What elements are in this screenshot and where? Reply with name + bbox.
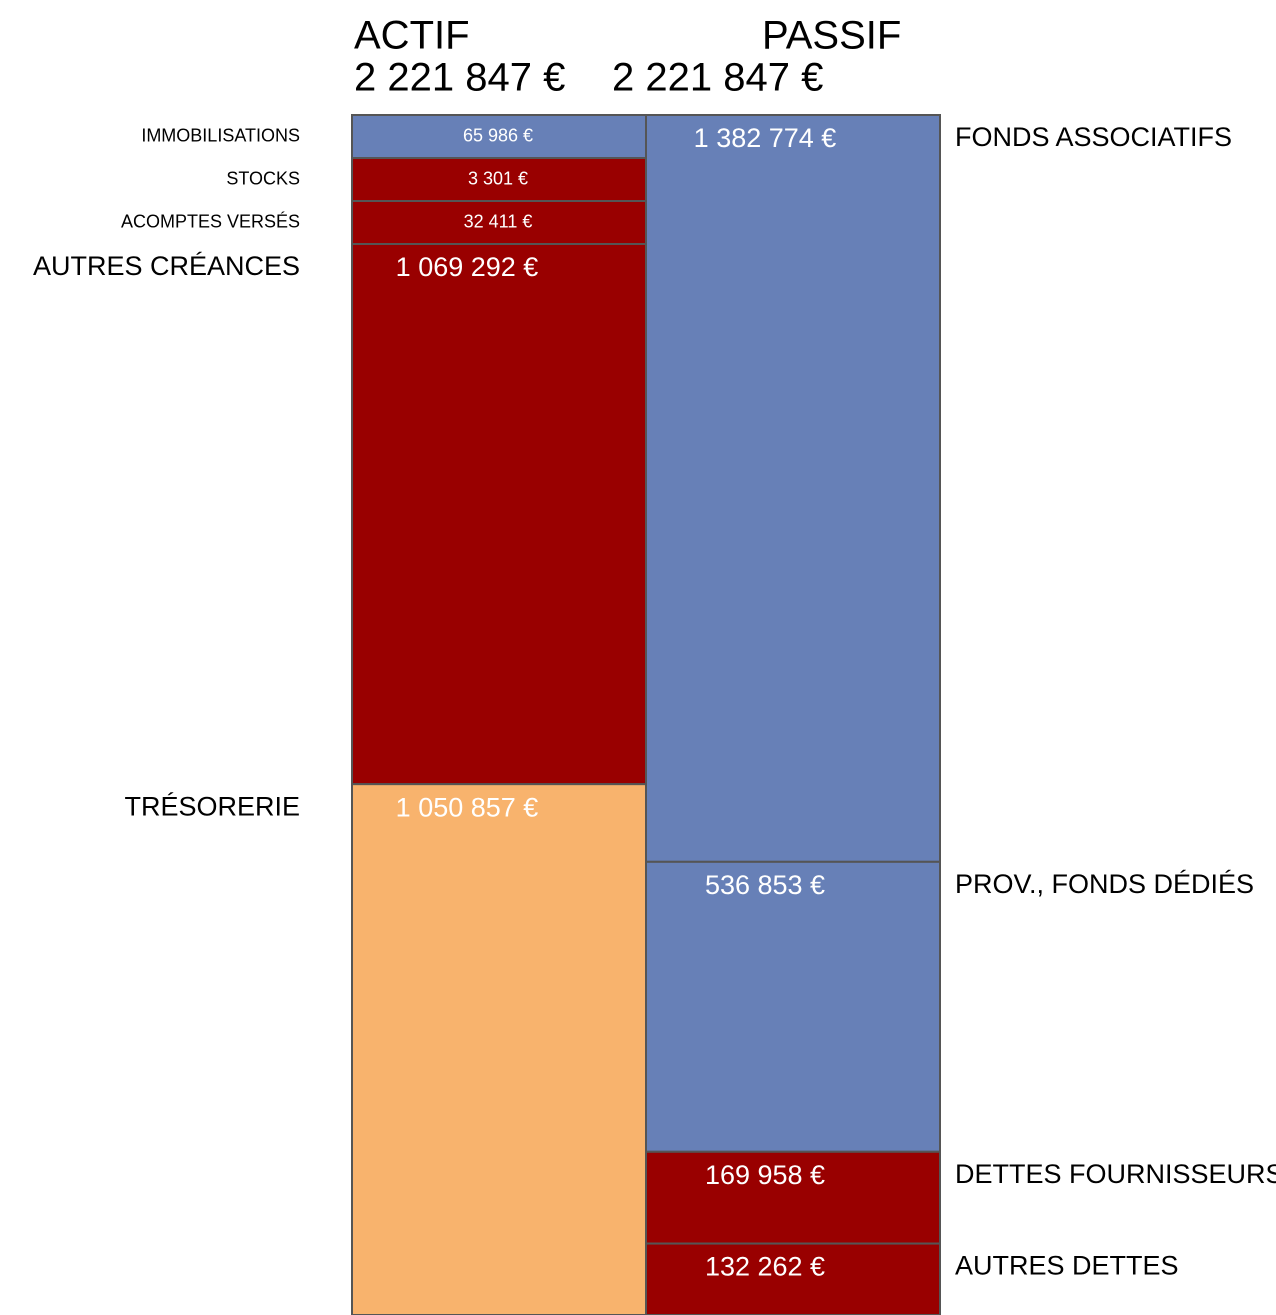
segment	[645, 114, 941, 863]
value-label: 536 853 €	[705, 870, 825, 900]
segment-name: PROV., FONDS DÉDIÉS	[955, 869, 1254, 899]
segment	[351, 783, 647, 1315]
value-label: 1 069 292 €	[396, 252, 539, 282]
segment	[645, 1150, 941, 1245]
column-title: ACTIF	[354, 14, 470, 58]
value-label: 65 986 €	[463, 125, 533, 145]
column-total: 2 221 847 €	[354, 56, 565, 100]
segment	[645, 860, 941, 1153]
column-title: PASSIF	[762, 14, 901, 58]
value-label: 1 050 857 €	[396, 792, 539, 822]
segment	[351, 114, 647, 159]
value-label: 1 382 774 €	[694, 123, 837, 153]
segment-name: STOCKS	[226, 168, 300, 188]
value-label: 32 411 €	[464, 211, 533, 231]
column-total: 2 221 847 €	[612, 56, 823, 100]
value-label: 132 262 €	[705, 1252, 825, 1282]
segment-name: IMMOBILISATIONS	[141, 125, 300, 145]
segment-name: AUTRES CRÉANCES	[33, 251, 300, 281]
segment-name: AUTRES DETTES	[955, 1251, 1179, 1281]
segment-name: FONDS ASSOCIATIFS	[955, 122, 1232, 152]
value-label: 169 958 €	[705, 1160, 825, 1190]
segment	[351, 157, 647, 202]
segment-name: TRÉSORERIE	[124, 791, 300, 821]
segment-name: ACOMPTES VERSÉS	[121, 211, 300, 231]
value-label: 3 301 €	[468, 168, 528, 188]
segment-name: DETTES FOURNISSEURS	[955, 1159, 1276, 1189]
segment	[351, 243, 647, 786]
